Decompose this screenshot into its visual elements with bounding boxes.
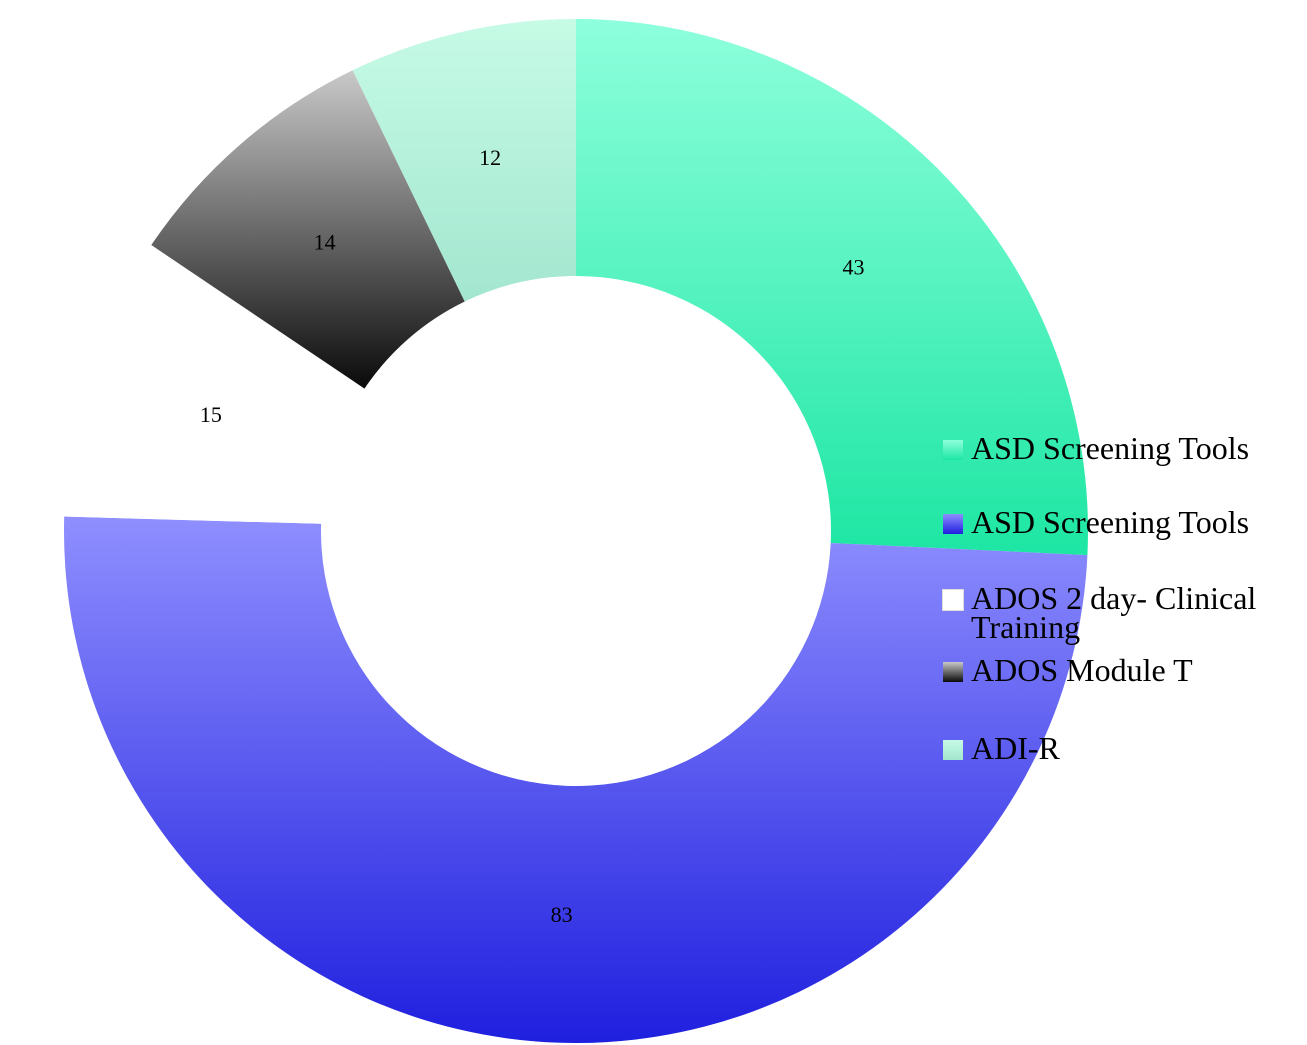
data-label: 15 xyxy=(200,402,222,427)
data-labels-layer: 43 83 15 14 12 xyxy=(200,145,865,927)
legend-item: ADI-R xyxy=(943,730,1305,766)
data-label: 12 xyxy=(479,145,501,170)
slices-layer xyxy=(64,19,1088,1043)
legend-label: ADI-R xyxy=(971,730,1060,766)
legend-item: ADOS Module T xyxy=(943,652,1305,688)
legend-label: ADOS 2 day- Clinical Training xyxy=(971,580,1257,645)
data-label: 14 xyxy=(314,229,336,254)
legend-swatch xyxy=(943,740,963,760)
donut-slice xyxy=(576,19,1088,556)
legend-item: ASD Screening Tools xyxy=(943,430,1305,466)
data-label: 83 xyxy=(551,902,573,927)
legend-item: ASD Screening Tools xyxy=(943,504,1305,540)
legend-swatch xyxy=(943,514,963,534)
data-label: 43 xyxy=(842,254,864,279)
legend-swatch xyxy=(942,589,964,611)
donut-slice xyxy=(151,70,465,389)
legend-label: ASD Screening Tools xyxy=(971,504,1250,540)
legend-swatch xyxy=(943,440,963,460)
legend-label: ADOS Module T xyxy=(971,652,1193,688)
legend-label: ASD Screening Tools xyxy=(971,430,1250,466)
legend-swatch xyxy=(943,662,963,682)
donut-slice xyxy=(64,245,365,524)
donut-slice xyxy=(64,516,1088,1043)
legend-item: ADOS 2 day- Clinical Training xyxy=(942,580,1305,645)
donut-slice xyxy=(352,19,576,302)
